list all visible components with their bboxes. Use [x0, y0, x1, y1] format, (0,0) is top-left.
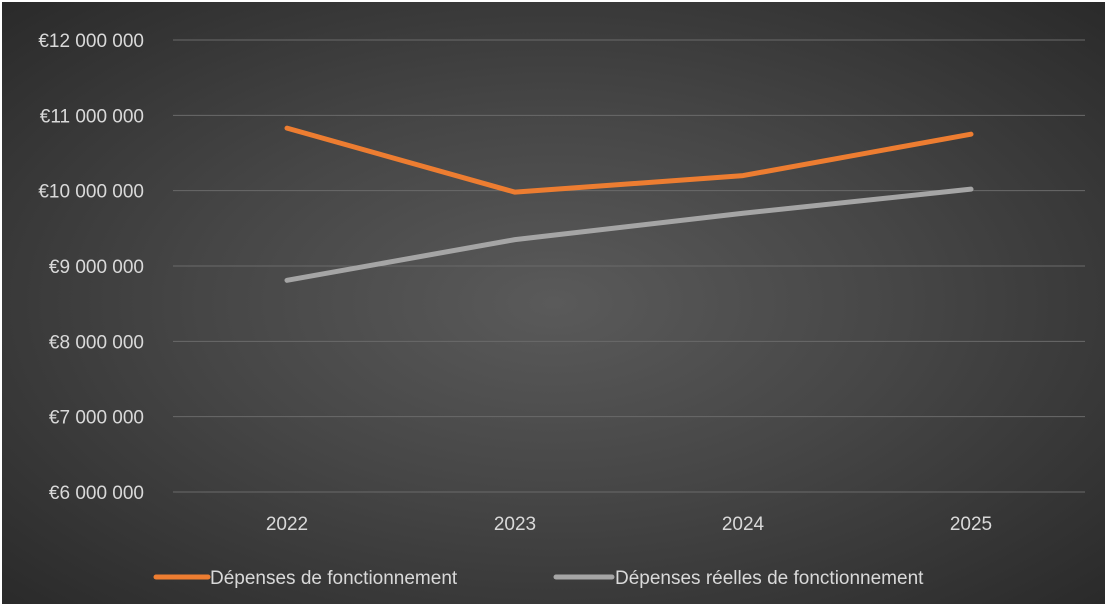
- y-tick-label: €10 000 000: [38, 182, 144, 203]
- x-tick-label: 2024: [722, 514, 765, 535]
- y-tick-label: €7 000 000: [49, 408, 144, 429]
- legend-item: Dépenses réelles de fonctionnement: [553, 568, 924, 589]
- x-tick-label: 2023: [494, 514, 536, 535]
- y-tick-label: €8 000 000: [49, 332, 144, 353]
- legend-label: Dépenses de fonctionnement: [210, 568, 458, 589]
- legend-label: Dépenses réelles de fonctionnement: [615, 568, 924, 589]
- y-tick-label: €11 000 000: [40, 106, 144, 127]
- y-axis-ticks: €6 000 000 €7 000 000 €8 000 000 €9 000 000…: [38, 31, 144, 504]
- y-tick-label: €9 000 000: [49, 257, 144, 278]
- x-tick-label: 2022: [266, 514, 308, 535]
- x-tick-label: 2025: [950, 514, 992, 535]
- y-tick-label: €6 000 000: [49, 483, 144, 504]
- gridlines: [173, 39, 1085, 493]
- series-line-1: [284, 125, 974, 195]
- legend-item: Dépenses de fonctionnement: [153, 568, 458, 589]
- series-line-2: [284, 186, 974, 283]
- legend: Dépenses de fonctionnement Dépenses réell…: [153, 568, 924, 589]
- y-tick-label: €12 000 000: [38, 31, 144, 52]
- series-lines: [284, 125, 974, 283]
- x-axis-ticks: 2022 2023 2024 2025: [266, 514, 992, 535]
